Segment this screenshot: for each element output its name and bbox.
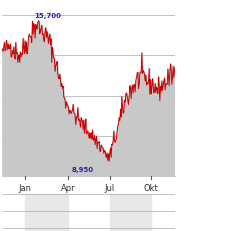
Text: Jul: Jul <box>104 183 115 192</box>
Text: Apr: Apr <box>61 183 75 192</box>
Text: Okt: Okt <box>144 183 158 192</box>
Text: 15,700: 15,700 <box>34 13 61 19</box>
Text: Jan: Jan <box>18 183 31 192</box>
Text: 8,950: 8,950 <box>72 167 94 173</box>
